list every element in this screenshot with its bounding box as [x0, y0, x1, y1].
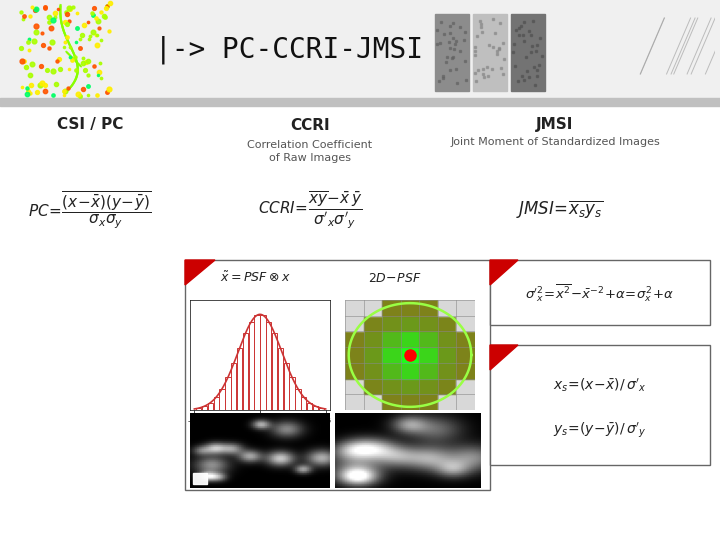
Bar: [438, 363, 456, 379]
Bar: [231, 363, 236, 410]
Bar: [382, 394, 401, 410]
Bar: [266, 322, 271, 410]
Bar: [345, 316, 364, 332]
Text: |-> PC-CCRI-JMSI: |-> PC-CCRI-JMSI: [155, 36, 423, 64]
Bar: [438, 316, 456, 332]
Bar: [345, 300, 364, 316]
Bar: [220, 389, 225, 410]
Bar: [278, 348, 283, 410]
Bar: [196, 408, 202, 410]
Bar: [319, 408, 324, 410]
Bar: [438, 347, 456, 363]
Bar: [382, 332, 401, 347]
Bar: [490, 345, 710, 465]
Text: $PC\!=\!\dfrac{\overline{(x\!-\!\bar{x})(y\!-\!\bar{y})}}{\sigma_x\sigma_y}$: $PC\!=\!\dfrac{\overline{(x\!-\!\bar{x})…: [29, 190, 151, 231]
Bar: [364, 379, 382, 394]
Bar: [0, 0, 720, 98]
Bar: [401, 316, 419, 332]
Bar: [382, 363, 401, 379]
Bar: [272, 333, 277, 410]
Bar: [284, 363, 289, 410]
Bar: [456, 332, 475, 347]
Bar: [0, 106, 720, 540]
Bar: [490, 260, 710, 325]
Bar: [295, 389, 300, 410]
Text: of Raw Images: of Raw Images: [269, 153, 351, 163]
Bar: [456, 316, 475, 332]
Bar: [438, 332, 456, 347]
Bar: [401, 363, 419, 379]
Bar: [345, 332, 364, 347]
Bar: [419, 347, 438, 363]
Bar: [401, 300, 419, 316]
Bar: [401, 394, 419, 410]
Bar: [419, 332, 438, 347]
Bar: [364, 363, 382, 379]
Bar: [438, 300, 456, 316]
Bar: [419, 379, 438, 394]
Bar: [364, 394, 382, 410]
Bar: [419, 300, 438, 316]
Polygon shape: [185, 260, 215, 285]
Bar: [301, 397, 307, 410]
Bar: [243, 333, 248, 410]
Text: Correlation Coefficient: Correlation Coefficient: [248, 140, 372, 150]
Text: Joint Moment of Standardized Images: Joint Moment of Standardized Images: [450, 137, 660, 147]
Bar: [345, 394, 364, 410]
Bar: [401, 347, 419, 363]
Bar: [438, 379, 456, 394]
Bar: [511, 14, 544, 91]
Bar: [307, 403, 312, 410]
Bar: [345, 347, 364, 363]
Bar: [237, 348, 242, 410]
Bar: [214, 397, 219, 410]
Bar: [193, 473, 207, 484]
Bar: [474, 14, 507, 91]
Bar: [382, 347, 401, 363]
Bar: [185, 260, 490, 490]
Bar: [0, 98, 720, 106]
Bar: [364, 316, 382, 332]
Bar: [456, 300, 475, 316]
Bar: [419, 363, 438, 379]
Bar: [456, 379, 475, 394]
Bar: [208, 403, 213, 410]
Text: JMSI: JMSI: [536, 118, 574, 132]
Bar: [436, 14, 469, 91]
Bar: [419, 394, 438, 410]
Bar: [254, 315, 260, 410]
Bar: [382, 300, 401, 316]
Bar: [261, 315, 266, 410]
Bar: [401, 332, 419, 347]
Bar: [382, 379, 401, 394]
Text: $\tilde{x}=PSF\otimes x$: $\tilde{x}=PSF\otimes x$: [220, 271, 290, 285]
Text: $\sigma'^2_x\!=\!\overline{x^2}\!-\!\bar{x}^{-2}\!+\!\alpha\!=\!\sigma^2_x\!+\!\: $\sigma'^2_x\!=\!\overline{x^2}\!-\!\bar…: [526, 282, 675, 304]
Text: CSI / PC: CSI / PC: [57, 118, 123, 132]
Polygon shape: [490, 260, 518, 285]
Bar: [289, 377, 294, 410]
Text: $JMSI\!=\!\overline{x_s y_s}$: $JMSI\!=\!\overline{x_s y_s}$: [516, 199, 603, 221]
Bar: [248, 322, 254, 410]
Polygon shape: [490, 345, 518, 370]
Bar: [364, 332, 382, 347]
Text: $x_s\!=\!(x\!-\!\bar{x})/\,\sigma'_x$: $x_s\!=\!(x\!-\!\bar{x})/\,\sigma'_x$: [553, 376, 647, 394]
Bar: [345, 379, 364, 394]
Bar: [202, 406, 207, 410]
Text: $y_s\!=\!(y\!-\!\bar{y})/\,\sigma'_y$: $y_s\!=\!(y\!-\!\bar{y})/\,\sigma'_y$: [553, 420, 647, 440]
Bar: [382, 316, 401, 332]
Bar: [456, 363, 475, 379]
Text: $2D\!-\!PSF$: $2D\!-\!PSF$: [368, 272, 422, 285]
Bar: [225, 377, 230, 410]
Text: CCRI: CCRI: [290, 118, 330, 132]
Bar: [456, 347, 475, 363]
Bar: [456, 394, 475, 410]
Bar: [364, 347, 382, 363]
Bar: [345, 363, 364, 379]
Text: $CCRI\!=\!\dfrac{\overline{xy}\!-\!\bar{x}\,\bar{y}}{\sigma'_x\sigma'_y}$: $CCRI\!=\!\dfrac{\overline{xy}\!-\!\bar{…: [258, 189, 362, 231]
Bar: [401, 379, 419, 394]
Bar: [312, 406, 318, 410]
Bar: [438, 394, 456, 410]
Bar: [419, 316, 438, 332]
Bar: [364, 300, 382, 316]
